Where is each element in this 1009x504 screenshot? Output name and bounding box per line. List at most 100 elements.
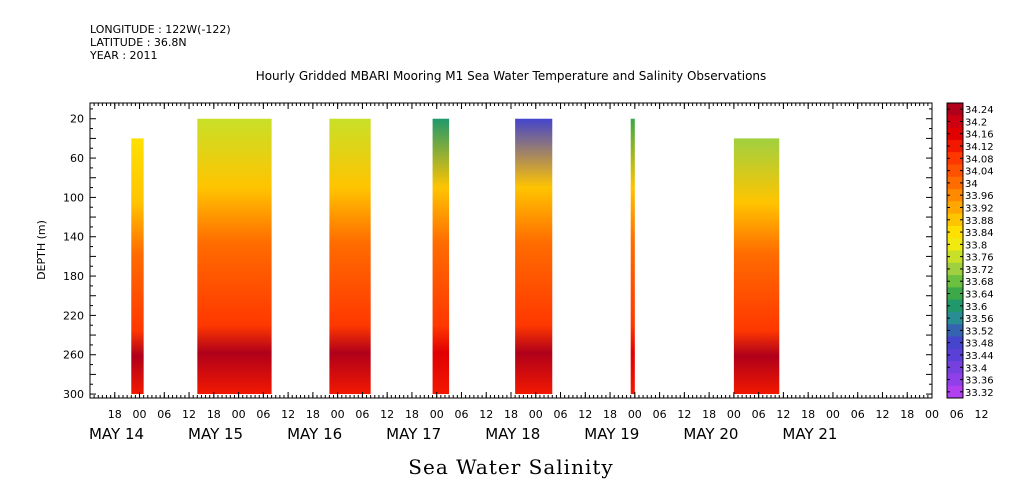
colorbar-label: 33.64	[965, 290, 994, 301]
y-axis-label: DEPTH (m)	[35, 220, 48, 280]
x-tick-label: 00	[133, 408, 147, 421]
x-tick-label: 00	[529, 408, 543, 421]
colorbar-label: 33.32	[965, 388, 994, 399]
colorbar-frame	[946, 102, 964, 399]
y-tick-label: 140	[63, 231, 84, 244]
colorbar-label: 33.56	[965, 314, 994, 325]
x-date-label: MAY 17	[386, 425, 441, 443]
colorbar-label: 33.92	[965, 203, 994, 214]
x-tick-label: 06	[256, 408, 270, 421]
x-tick-label: 18	[801, 408, 815, 421]
x-tick-label: 00	[232, 408, 246, 421]
x-tick-label: 18	[900, 408, 914, 421]
y-tick-label: 100	[63, 191, 84, 204]
salinity-block	[329, 118, 371, 395]
colorbar-swatch	[947, 213, 963, 227]
x-tick-label: 12	[479, 408, 493, 421]
longitude-label: LONGITUDE : 122W(-122)	[90, 23, 231, 36]
x-date-label: MAY 19	[584, 425, 639, 443]
colorbar-swatch	[947, 385, 963, 399]
x-tick-label: 12	[281, 408, 295, 421]
colorbar-label: 34.08	[965, 154, 994, 165]
colorbar-label: 34.16	[965, 130, 994, 141]
x-tick-label: 00	[331, 408, 345, 421]
colorbar-swatch	[947, 189, 963, 202]
x-tick-label: 18	[603, 408, 617, 421]
x-tick-label: 06	[157, 408, 171, 421]
x-tick-label: 00	[628, 408, 642, 421]
salinity-block	[197, 118, 272, 395]
colorbar-swatch	[947, 275, 963, 288]
colorbar-swatch	[947, 127, 963, 141]
x-tick-label: 18	[504, 408, 518, 421]
x-tick-label: 06	[851, 408, 865, 421]
y-tick-label: 300	[63, 388, 84, 401]
x-tick-label: 06	[950, 408, 964, 421]
x-date-label: MAY 21	[782, 425, 837, 443]
salinity-block	[630, 118, 635, 395]
salinity-block	[131, 138, 144, 395]
x-tick-label: 06	[653, 408, 667, 421]
colorbar-label: 34.12	[965, 142, 994, 153]
colorbar-swatch	[947, 103, 963, 116]
colorbar-label: 33.88	[965, 216, 994, 227]
colorbar-label: 33.52	[965, 326, 994, 337]
colorbar-swatch	[947, 348, 963, 362]
colorbar-swatch	[947, 361, 963, 374]
x-tick-label: 00	[826, 408, 840, 421]
x-tick-label: 18	[108, 408, 122, 421]
colorbar-label: 34	[965, 179, 978, 190]
y-tick-label: 260	[63, 349, 84, 362]
colorbar-label: 33.68	[965, 277, 994, 288]
colorbar-swatch	[947, 299, 963, 313]
x-tick-label: 18	[306, 408, 320, 421]
colorbar-label: 33.4	[965, 363, 987, 374]
y-tick-label: 220	[63, 309, 84, 322]
x-tick-label: 00	[430, 408, 444, 421]
colorbar-swatch	[947, 176, 963, 190]
colorbar-label: 33.72	[965, 265, 994, 276]
colorbar-swatch	[947, 373, 963, 387]
x-tick-label: 00	[727, 408, 741, 421]
x-tick-label: 06	[454, 408, 468, 421]
colorbar-label: 34.04	[965, 167, 994, 178]
salinity-block	[733, 138, 780, 395]
colorbar-swatch	[947, 201, 963, 215]
colorbar-swatch	[947, 152, 963, 165]
y-tick-label: 60	[70, 152, 84, 165]
colorbar-label: 33.96	[965, 191, 994, 202]
x-tick-label: 06	[554, 408, 568, 421]
x-tick-label: 18	[702, 408, 716, 421]
colorbar-swatch	[947, 336, 963, 350]
colorbar-label: 33.8	[965, 240, 987, 251]
x-tick-label: 18	[405, 408, 419, 421]
colorbar-swatch	[947, 311, 963, 325]
x-tick-label: 12	[875, 408, 889, 421]
x-tick-label: 00	[925, 408, 939, 421]
x-tick-label: 12	[380, 408, 394, 421]
colorbar-swatch	[947, 262, 963, 276]
x-tick-label: 12	[975, 408, 989, 421]
colorbar-label: 33.6	[965, 302, 987, 313]
salinity-block	[515, 118, 553, 395]
x-date-label: MAY 18	[485, 425, 540, 443]
colorbar-swatch	[947, 115, 963, 129]
y-tick-label: 20	[70, 113, 84, 126]
colorbar-label: 33.44	[965, 351, 994, 362]
colorbar-label: 33.48	[965, 339, 994, 350]
x-tick-label: 06	[355, 408, 369, 421]
colorbar-swatch	[947, 164, 963, 178]
colorbar-swatch	[947, 225, 963, 239]
x-date-label: MAY 20	[683, 425, 738, 443]
colorbar-swatch	[947, 250, 963, 264]
colorbar-label: 33.84	[965, 228, 994, 239]
colorbar-swatch	[947, 238, 963, 251]
colorbar-swatch	[947, 324, 963, 338]
salinity-block	[432, 118, 450, 395]
x-date-label: MAY 14	[89, 425, 144, 443]
colorbar-swatch	[947, 139, 963, 153]
chart-title: Hourly Gridded MBARI Mooring M1 Sea Wate…	[255, 69, 767, 83]
x-tick-label: 12	[776, 408, 790, 421]
x-tick-label: 06	[752, 408, 766, 421]
